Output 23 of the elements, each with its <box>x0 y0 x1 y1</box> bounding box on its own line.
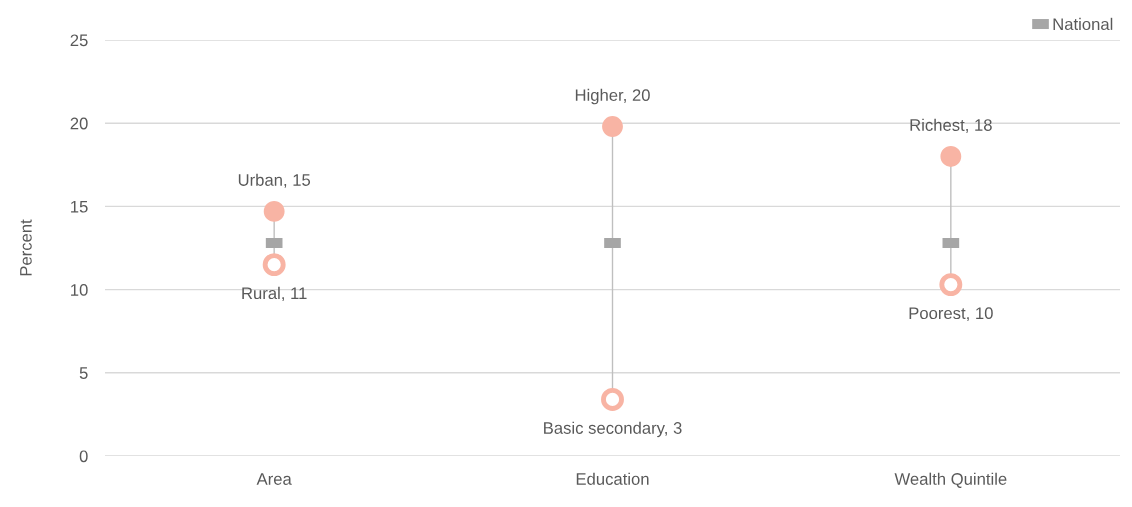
point <box>940 146 962 167</box>
y-tick-label: 0 <box>79 450 88 463</box>
x-tick-label: Wealth Quintile <box>894 472 1007 488</box>
y-axis-title: Percent <box>20 219 32 276</box>
y-tick-label: 5 <box>79 367 88 379</box>
x-tick-label: Education <box>576 472 649 485</box>
y-tick-label: 15 <box>71 200 88 213</box>
x-tick-label: Area <box>256 473 292 485</box>
point <box>602 116 623 137</box>
annotation: Basic secondary, 3 <box>544 421 682 438</box>
point <box>601 387 624 411</box>
annotation: Rural, 11 <box>242 286 307 302</box>
point <box>939 273 963 297</box>
y-tick-label: 20 <box>70 117 88 130</box>
annotation: Poorest, 10 <box>909 307 993 322</box>
annotation: Higher, 20 <box>575 88 650 105</box>
annotation: Richest, 18 <box>910 118 992 133</box>
y-tick-label: 10 <box>71 284 88 296</box>
y-tick-label: 25 <box>70 34 88 47</box>
point <box>263 200 285 222</box>
point <box>262 253 286 277</box>
annotation: Urban, 15 <box>238 173 311 188</box>
legend-label: National <box>1053 17 1113 31</box>
